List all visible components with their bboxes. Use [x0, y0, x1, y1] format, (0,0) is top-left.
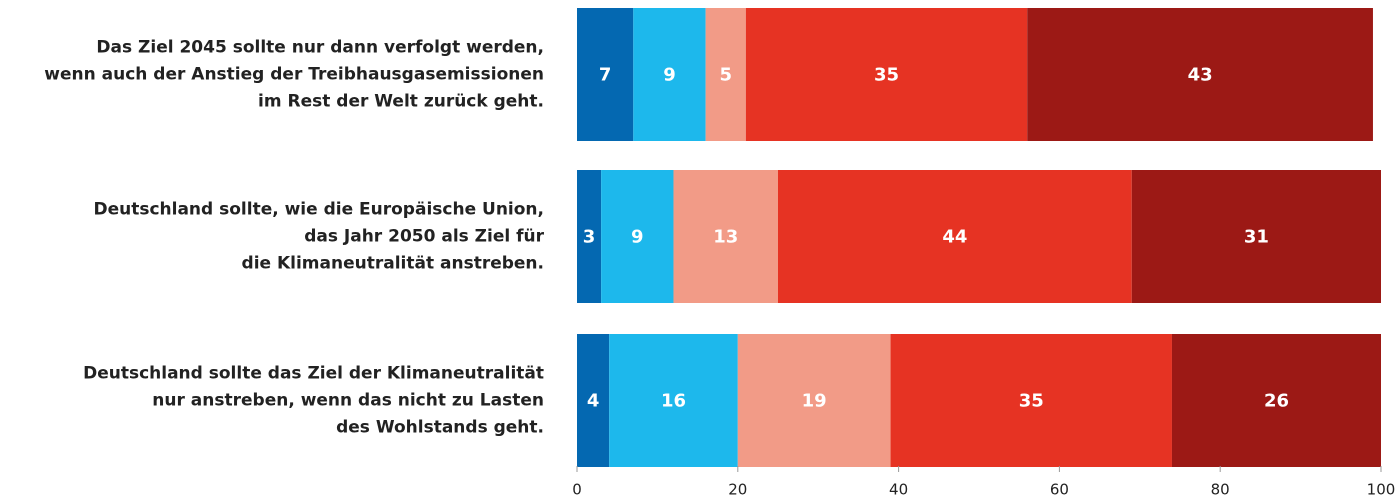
x-tick-label: 60: [1050, 481, 1069, 499]
value-label: 35: [1019, 391, 1044, 412]
bar-segment: [1171, 334, 1381, 467]
value-label: 31: [1244, 227, 1269, 248]
bar-segment: [673, 170, 778, 303]
bar-segment: [577, 334, 610, 467]
x-tick-label: 0: [572, 481, 582, 499]
value-label: 9: [663, 65, 676, 86]
bar-segment: [577, 8, 634, 141]
bar-segment: [609, 334, 738, 467]
x-tick-label: 80: [1211, 481, 1230, 499]
value-label: 16: [661, 391, 686, 412]
value-label: 43: [1188, 65, 1213, 86]
x-tick-label: 20: [728, 481, 747, 499]
bar-segment: [778, 170, 1132, 303]
bar-segment: [890, 334, 1172, 467]
value-label: 7: [599, 65, 612, 86]
category-label: Deutschland sollte das Ziel der Klimaneu…: [83, 363, 544, 437]
value-label: 4: [587, 391, 600, 412]
value-label: 35: [874, 65, 899, 86]
bar-segment: [1131, 170, 1381, 303]
bar-segment: [633, 8, 706, 141]
category-label: Das Ziel 2045 sollte nur dann verfolgt w…: [44, 37, 544, 111]
value-label: 13: [713, 227, 738, 248]
bar-segment: [601, 170, 674, 303]
value-label: 19: [802, 391, 827, 412]
category-label: Deutschland sollte, wie die Europäische …: [93, 199, 544, 273]
bar-segment: [577, 170, 602, 303]
bar-segment: [1027, 8, 1373, 141]
value-label: 3: [583, 227, 596, 248]
bar-segment: [705, 8, 746, 141]
bar-segment: [737, 334, 891, 467]
value-label: 44: [942, 227, 967, 248]
value-label: 5: [719, 65, 732, 86]
x-tick-label: 100: [1367, 481, 1396, 499]
x-tick-label: 40: [889, 481, 908, 499]
value-label: 9: [631, 227, 644, 248]
value-label: 26: [1264, 391, 1289, 412]
bar-segment: [745, 8, 1028, 141]
